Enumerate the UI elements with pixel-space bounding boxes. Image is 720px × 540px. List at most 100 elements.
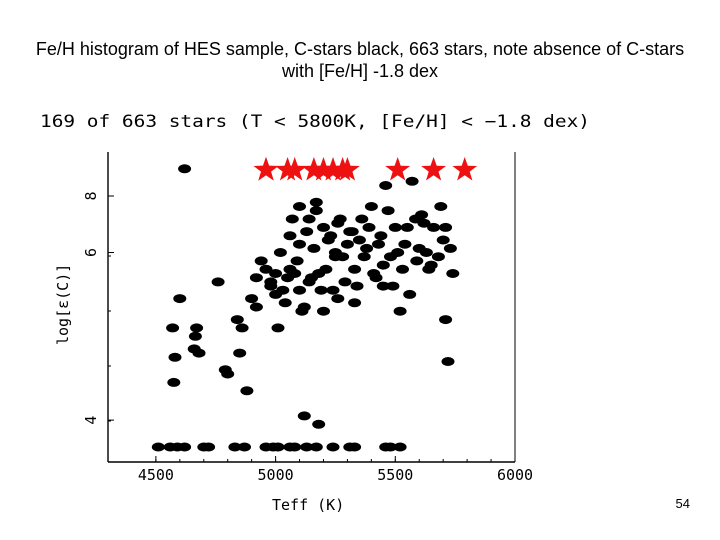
data-point bbox=[398, 239, 412, 249]
data-point bbox=[240, 386, 254, 396]
data-point bbox=[441, 357, 455, 366]
data-point bbox=[409, 214, 423, 224]
data-point bbox=[309, 442, 323, 452]
data-point bbox=[249, 302, 263, 312]
data-point bbox=[302, 277, 316, 287]
data-point bbox=[364, 202, 378, 211]
data-point bbox=[293, 239, 306, 249]
data-point bbox=[393, 442, 407, 452]
data-point bbox=[233, 348, 247, 358]
data-point bbox=[309, 197, 323, 207]
black-star-points bbox=[151, 164, 460, 452]
data-point bbox=[431, 252, 445, 262]
data-point bbox=[211, 277, 225, 287]
data-point bbox=[352, 235, 366, 245]
data-point bbox=[446, 269, 460, 278]
x-tick-label: 5500 bbox=[377, 466, 413, 484]
x-axis-label: Teff (K) bbox=[272, 496, 344, 514]
data-point bbox=[269, 269, 283, 278]
data-point bbox=[235, 323, 249, 333]
data-point bbox=[348, 264, 362, 274]
data-point bbox=[297, 411, 311, 421]
data-point bbox=[173, 294, 187, 304]
data-point bbox=[348, 298, 362, 308]
carbon-star-points bbox=[253, 157, 478, 181]
data-point bbox=[328, 248, 342, 257]
data-point bbox=[436, 235, 450, 245]
x-tick-label: 6000 bbox=[497, 466, 533, 484]
data-point bbox=[424, 260, 438, 270]
data-point bbox=[379, 181, 393, 190]
data-point bbox=[372, 239, 385, 249]
data-point bbox=[357, 252, 371, 262]
chart-title: 169 of 663 stars (T < 5800K, [Fe/H] < −1… bbox=[40, 112, 590, 132]
data-point bbox=[388, 222, 402, 232]
data-point bbox=[288, 442, 302, 452]
data-point bbox=[410, 256, 424, 266]
data-point bbox=[307, 243, 321, 253]
data-point bbox=[405, 176, 419, 186]
carbon-star-point bbox=[301, 157, 327, 181]
data-point bbox=[381, 206, 395, 216]
data-point bbox=[326, 285, 340, 295]
data-point bbox=[374, 231, 388, 241]
data-point bbox=[190, 323, 204, 333]
data-point bbox=[178, 442, 192, 452]
data-point bbox=[245, 294, 259, 304]
data-point bbox=[151, 442, 165, 452]
data-point bbox=[302, 214, 316, 224]
data-point bbox=[238, 442, 251, 452]
y-tick-label: 8 bbox=[82, 191, 100, 200]
x-ticks: 4500 5000 5500 6000 bbox=[138, 456, 533, 484]
data-point bbox=[300, 442, 314, 452]
y-tick-label: 4 bbox=[82, 416, 100, 425]
y-ticks: 4 6 8 bbox=[82, 191, 114, 425]
data-point bbox=[295, 306, 309, 316]
data-point bbox=[254, 256, 268, 266]
data-point bbox=[283, 264, 297, 274]
data-point bbox=[403, 289, 417, 299]
data-point bbox=[281, 273, 295, 283]
carbon-star-point bbox=[311, 157, 336, 181]
data-point bbox=[400, 222, 414, 232]
data-point bbox=[264, 281, 278, 291]
data-point bbox=[271, 442, 285, 452]
data-point bbox=[293, 202, 306, 211]
carbon-star-point bbox=[320, 157, 346, 181]
carbon-star-point bbox=[385, 157, 411, 181]
data-point bbox=[419, 248, 433, 257]
data-point bbox=[434, 202, 448, 211]
data-point bbox=[309, 206, 323, 216]
data-point bbox=[333, 214, 347, 224]
data-point bbox=[393, 306, 407, 316]
data-point bbox=[178, 164, 192, 174]
carbon-star-point bbox=[330, 157, 355, 181]
data-point bbox=[314, 285, 328, 295]
data-point bbox=[324, 231, 338, 241]
data-point bbox=[300, 227, 314, 237]
page-number: 54 bbox=[675, 496, 690, 511]
data-point bbox=[293, 285, 306, 295]
y-tick-label: 6 bbox=[82, 248, 100, 257]
data-point bbox=[376, 260, 390, 270]
data-point bbox=[443, 243, 457, 253]
data-point bbox=[230, 315, 244, 325]
data-point bbox=[340, 239, 354, 249]
data-point bbox=[228, 442, 242, 452]
data-point bbox=[391, 248, 405, 257]
data-point bbox=[343, 227, 357, 237]
y-axis-label: log[ε(C)] bbox=[54, 264, 72, 345]
data-point bbox=[312, 419, 326, 429]
data-point bbox=[386, 281, 400, 291]
data-point bbox=[348, 442, 362, 452]
carbon-star-point bbox=[282, 157, 308, 181]
data-point bbox=[384, 442, 397, 452]
data-point bbox=[350, 281, 364, 291]
data-point bbox=[319, 264, 333, 274]
data-point bbox=[259, 264, 273, 274]
data-point bbox=[278, 298, 292, 308]
x-tick-label: 5000 bbox=[258, 466, 294, 484]
data-point bbox=[376, 281, 390, 291]
data-point bbox=[271, 323, 285, 333]
